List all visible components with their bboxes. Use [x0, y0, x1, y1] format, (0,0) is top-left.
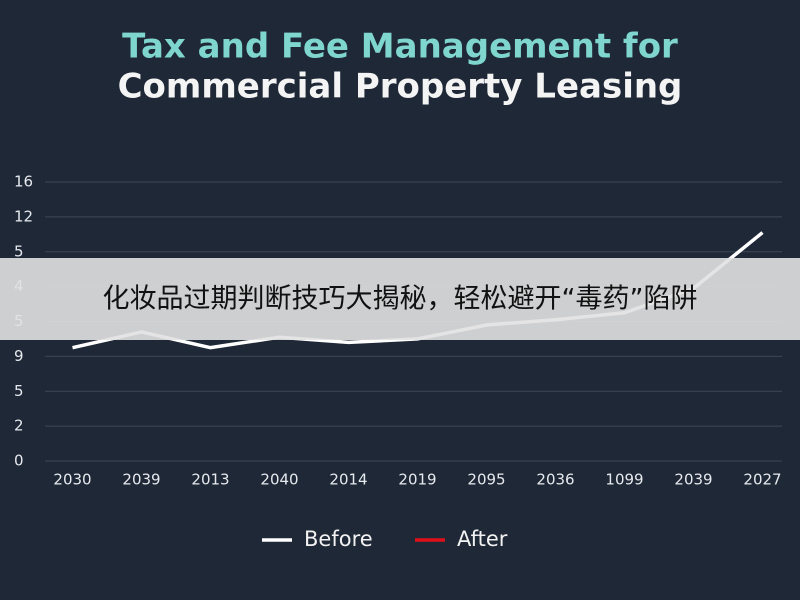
- x-tick-label: 1099: [605, 471, 643, 489]
- x-tick-label: 2039: [122, 471, 160, 489]
- legend-label: Before: [304, 527, 373, 551]
- y-tick-label: 2: [14, 417, 24, 435]
- y-tick-label: 9: [14, 347, 24, 365]
- y-tick-label: 0: [14, 452, 24, 470]
- chart-title: Tax and Fee Management for: [122, 27, 678, 67]
- banner-text: 化妆品过期判断技巧大揭秘，轻松避开“毒药”陷阱: [103, 284, 698, 315]
- x-tick-label: 2019: [398, 471, 436, 489]
- banner-background: [0, 258, 800, 340]
- x-tick-label: 2013: [191, 471, 229, 489]
- y-tick-label: 5: [14, 382, 24, 400]
- y-tick-label: 5: [14, 242, 24, 260]
- x-tick-label: 2027: [743, 471, 781, 489]
- legend-label: After: [457, 527, 508, 551]
- chart-subtitle: Commercial Property Leasing: [118, 67, 683, 107]
- x-tick-label: 2036: [536, 471, 574, 489]
- x-tick-label: 2095: [467, 471, 505, 489]
- y-tick-label: 16: [14, 173, 33, 191]
- x-tick-label: 2040: [260, 471, 298, 489]
- x-tick-label: 2030: [53, 471, 91, 489]
- x-tick-label: 2014: [329, 471, 367, 489]
- legend: Before After: [262, 527, 508, 551]
- x-tick-label: 2039: [674, 471, 712, 489]
- y-tick-label: 12: [14, 207, 33, 225]
